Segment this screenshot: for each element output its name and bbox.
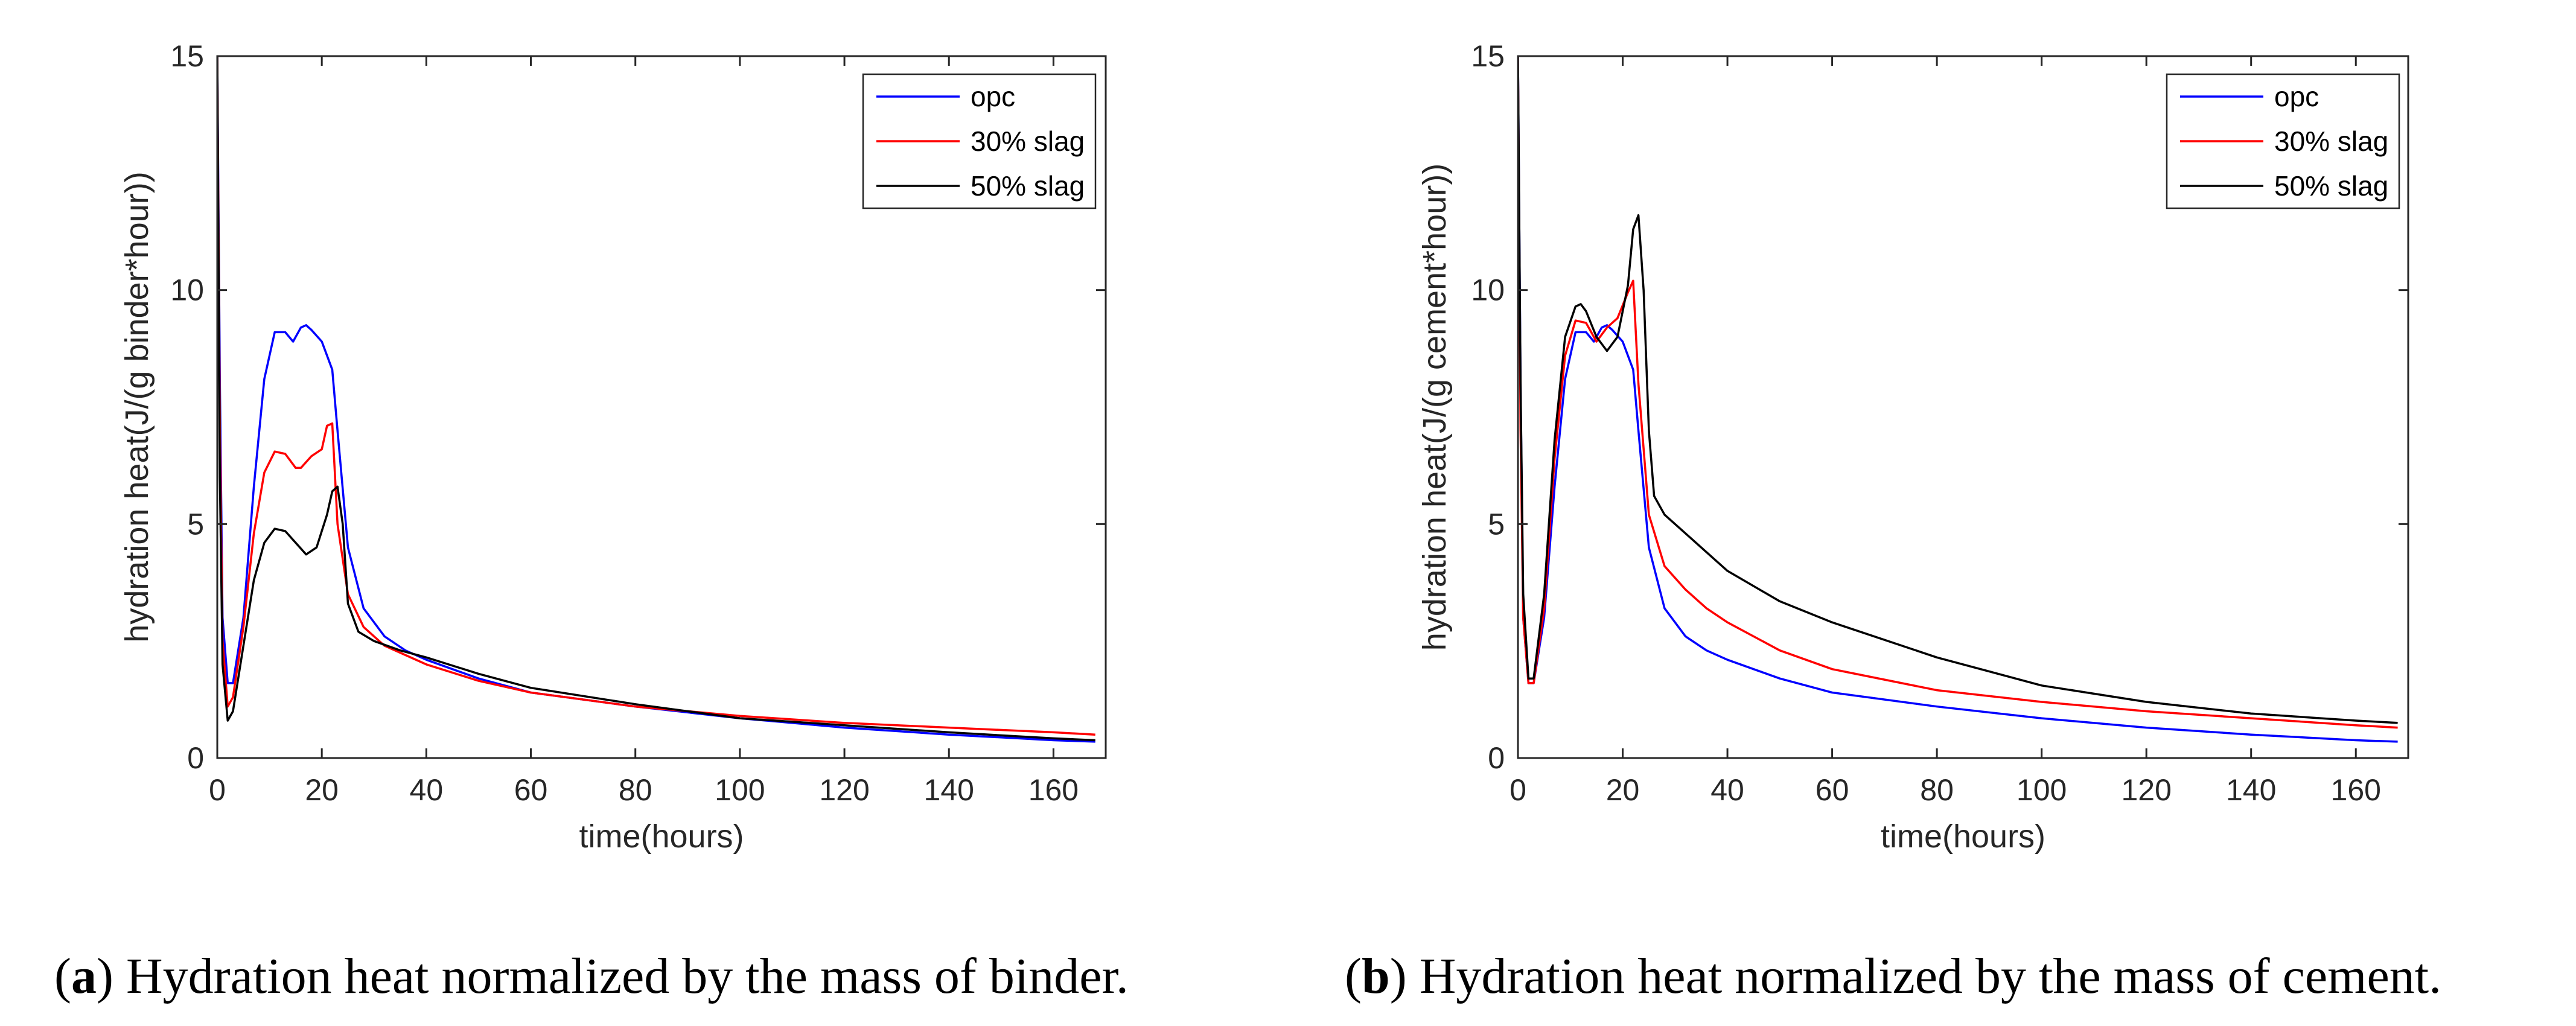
panel-b-series-line-0 — [1518, 56, 2398, 743]
caption-a-text: Hydration heat normalized by the mass of… — [126, 948, 1129, 1004]
panel-b-legend-label-2: 50% slag — [2274, 170, 2388, 202]
panel-b-axes-box — [1517, 55, 2409, 759]
panel-a-y-tick-label: 15 — [170, 39, 204, 73]
caption-a: (a) Hydration heat normalized by the mas… — [54, 948, 1129, 1004]
caption-b-letter: b — [1362, 948, 1390, 1004]
panel-a-chart: 0 20 40 60 80 100 120 140 160 0 5 10 15 time(hours) hy… — [119, 39, 1107, 855]
panel-b-x-axis-label: time(hours) — [1881, 818, 2045, 855]
panel-b-series-line-1 — [1518, 56, 2398, 729]
panel-a-x-tick-label: 160 — [1028, 773, 1079, 807]
panel-b-x-tick-label: 160 — [2331, 773, 2381, 807]
panel-b-x-tick-label: 140 — [2226, 773, 2276, 807]
panel-a-x-tick-label: 20 — [305, 773, 339, 807]
panel-b-x-tick-label: 80 — [1920, 773, 1954, 807]
panel-b-x-tick-label: 40 — [1710, 773, 1744, 807]
panel-a-x-axis-label: time(hours) — [579, 818, 744, 855]
panel-a-y-tick-label: 5 — [187, 507, 204, 541]
panel-a-axes-box — [216, 55, 1107, 759]
panel-b-x-tick-label: 120 — [2121, 773, 2171, 807]
panel-a-x-tick-label: 100 — [715, 773, 765, 807]
panel-a-x-tick-label: 120 — [819, 773, 869, 807]
panel-b-y-tick-label: 10 — [1471, 273, 1505, 307]
panel-b-x-tick-label: 60 — [1816, 773, 1849, 807]
panel-a-x-tick-label: 60 — [514, 773, 548, 807]
panel-b-x-tick-label: 20 — [1606, 773, 1640, 807]
panel-b-y-tick-label: 15 — [1471, 39, 1505, 73]
panel-b-legend-label-0: opc — [2274, 81, 2319, 112]
panel-a-x-tick-label: 140 — [924, 773, 974, 807]
panel-b-y-tick-label: 5 — [1488, 507, 1505, 541]
caption-b: (b) Hydration heat normalized by the mas… — [1345, 948, 2441, 1004]
caption-a-letter: a — [71, 948, 97, 1004]
panel-a-x-tick-label: 80 — [619, 773, 652, 807]
panel-a-y-axis-label: hydration heat(J/(g binder*hour)) — [119, 171, 155, 642]
panel-b-chart: 0 20 40 60 80 100 120 140 160 0 5 10 15 time(hours) hy… — [1417, 39, 2409, 855]
panel-a-legend-label-2: 50% slag — [971, 170, 1085, 202]
panel-a-legend-label-0: opc — [971, 81, 1015, 112]
panel-a-series-line-2 — [217, 56, 1095, 742]
panel-b-x-tick-label: 100 — [2016, 773, 2067, 807]
panel-a-series-line-1 — [217, 56, 1095, 736]
caption-b-text: Hydration heat normalized by the mass of… — [1420, 948, 2441, 1004]
panel-b-series-line-2 — [1518, 56, 2398, 724]
panel-b-y-axis-label: hydration heat(J/(g cement*hour)) — [1417, 164, 1453, 651]
panel-a-legend-label-1: 30% slag — [971, 126, 1085, 157]
panel-b-x-tick-label: 0 — [1510, 773, 1526, 807]
panel-a-x-tick-label: 0 — [209, 773, 226, 807]
panel-b-y-tick-label: 0 — [1488, 741, 1505, 775]
panel-b-legend-label-1: 30% slag — [2274, 126, 2388, 157]
panel-a-x-tick-label: 40 — [410, 773, 444, 807]
panel-a-y-tick-label: 0 — [187, 741, 204, 775]
panel-a-y-tick-label: 10 — [170, 273, 204, 307]
